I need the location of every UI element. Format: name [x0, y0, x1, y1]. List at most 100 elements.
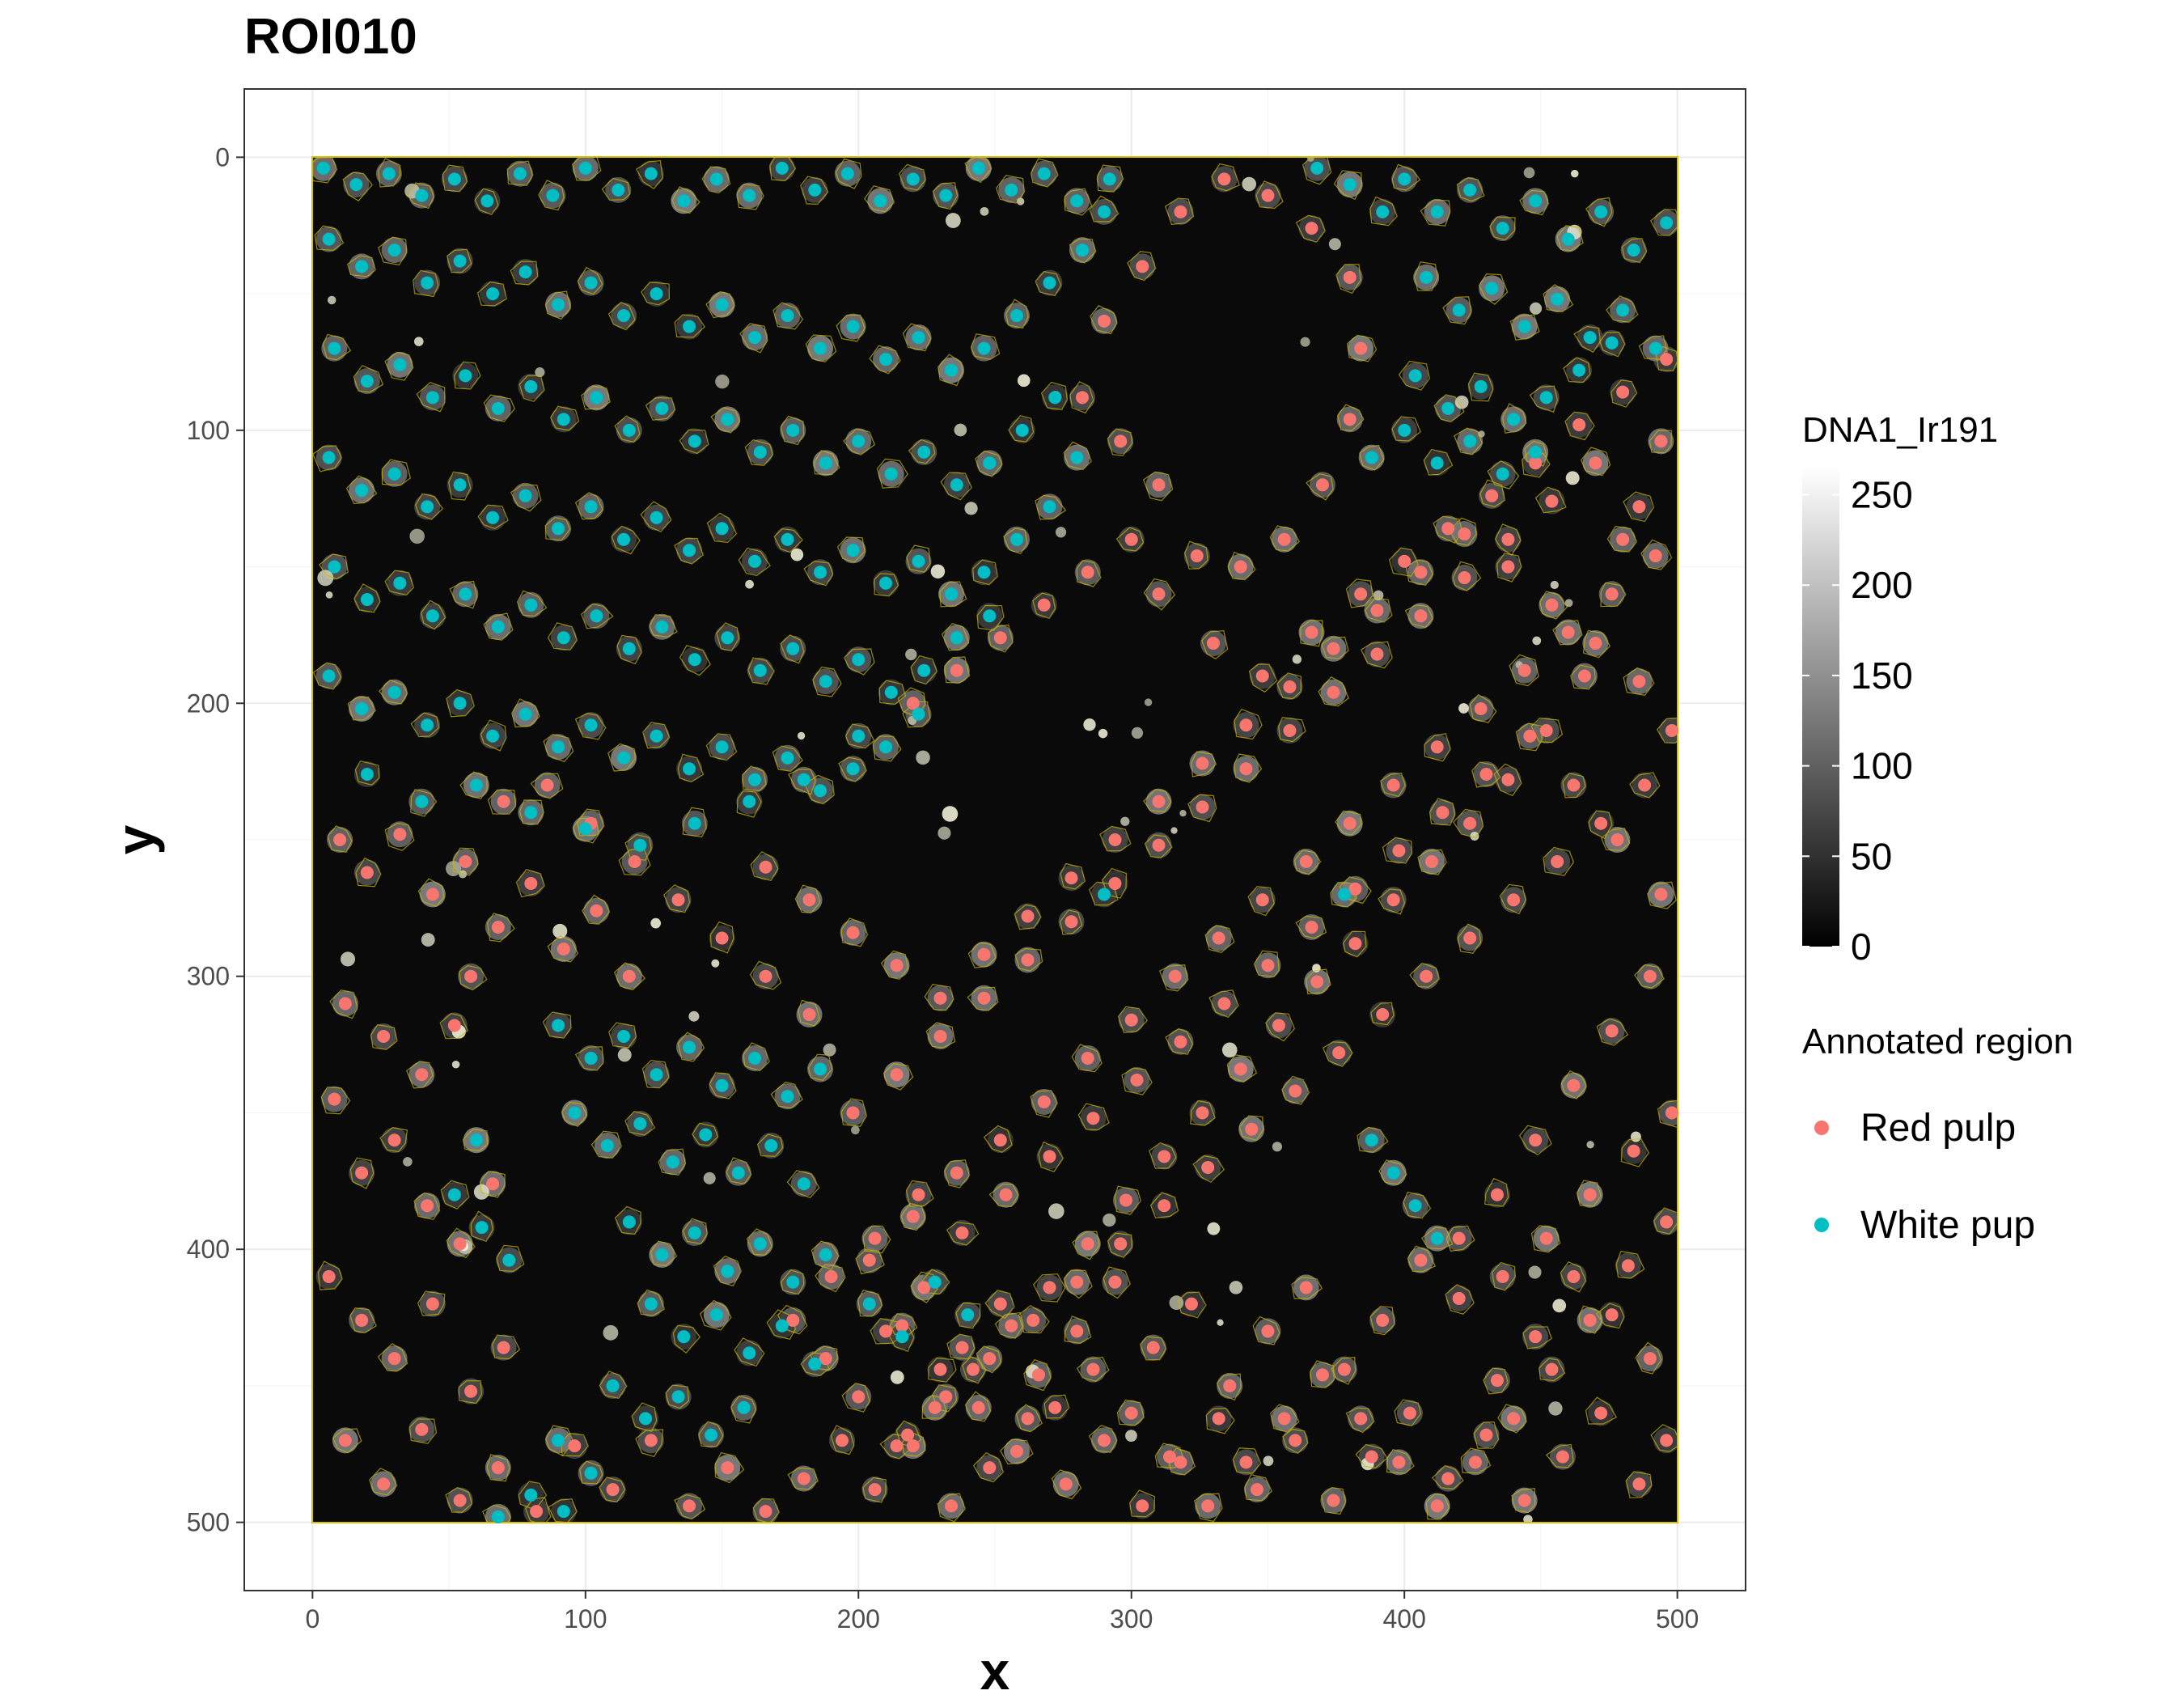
point-red-pulp	[1632, 675, 1646, 688]
point-white-pup	[852, 434, 866, 448]
point-white-pup	[977, 566, 991, 579]
point-white-pup	[1441, 401, 1455, 415]
point-white-pup	[748, 554, 762, 568]
point-red-pulp	[901, 1428, 915, 1442]
point-white-pup	[715, 1078, 729, 1092]
point-red-pulp	[868, 1483, 882, 1497]
point-white-pup	[808, 183, 822, 197]
point-red-pulp	[1517, 663, 1531, 677]
point-white-pup	[355, 260, 369, 273]
colorbar-tick-label: 150	[1851, 655, 1913, 697]
point-red-pulp	[1250, 1483, 1263, 1497]
point-red-pulp	[1545, 1362, 1559, 1376]
point-red-pulp	[497, 794, 510, 808]
point-red-pulp	[1370, 604, 1384, 617]
point-white-pup	[748, 773, 762, 786]
point-red-pulp	[1567, 1078, 1581, 1092]
point-red-pulp	[464, 1384, 478, 1398]
point-white-pup	[819, 456, 832, 470]
point-red-pulp	[1315, 1368, 1329, 1382]
point-white-pup	[1337, 888, 1351, 901]
point-red-pulp	[1529, 1330, 1543, 1344]
data-points	[316, 161, 1678, 1523]
point-red-pulp	[360, 866, 374, 879]
point-red-pulp	[1458, 527, 1471, 541]
point-white-pup	[721, 631, 734, 645]
point-red-pulp	[1654, 434, 1668, 448]
point-red-pulp	[999, 1188, 1013, 1201]
point-red-pulp	[568, 1439, 582, 1453]
point-red-pulp	[1605, 1024, 1619, 1038]
colorbar-tick-label: 50	[1851, 835, 1892, 877]
point-red-pulp	[1376, 1313, 1390, 1327]
point-red-pulp	[824, 1269, 838, 1283]
point-red-pulp	[393, 828, 407, 841]
x-tick-label: 300	[1110, 1604, 1153, 1633]
point-white-pup	[1474, 379, 1488, 393]
point-red-pulp	[1152, 587, 1166, 601]
point-white-pup	[453, 478, 467, 492]
point-red-pulp	[1021, 953, 1035, 967]
point-white-pup	[874, 194, 887, 208]
point-red-pulp	[1059, 1477, 1073, 1491]
point-red-pulp	[1097, 314, 1111, 328]
point-red-pulp	[1108, 876, 1122, 890]
point-red-pulp	[1654, 888, 1668, 901]
point-white-pup	[1408, 369, 1422, 383]
point-red-pulp	[945, 1499, 959, 1513]
point-white-pup	[518, 489, 532, 502]
point-white-pup	[469, 1133, 483, 1147]
point-red-pulp	[1430, 1499, 1444, 1513]
point-white-pup	[1485, 282, 1499, 295]
point-red-pulp	[1261, 189, 1275, 202]
point-white-pup	[1365, 451, 1378, 464]
point-red-pulp	[1665, 724, 1678, 738]
point-red-pulp	[1196, 800, 1209, 814]
point-red-pulp	[759, 1505, 772, 1519]
point-red-pulp	[1517, 1494, 1531, 1507]
point-red-pulp	[1414, 609, 1428, 623]
colorbar: DNA1_Ir191 0 50 100 150 200 250	[1802, 410, 1998, 968]
point-white-pup	[1496, 467, 1509, 481]
point-red-pulp	[590, 904, 603, 917]
chart-title: ROI010	[244, 9, 417, 65]
point-red-pulp	[955, 1226, 969, 1239]
point-white-pup	[764, 1138, 778, 1152]
point-red-pulp	[1174, 205, 1187, 218]
x-axis: 0 100 200 300 400 500	[305, 1591, 1699, 1633]
point-white-pup	[1463, 183, 1477, 197]
point-white-pup	[360, 375, 374, 388]
point-red-pulp	[1114, 1237, 1128, 1251]
point-white-pup	[1343, 178, 1357, 192]
point-white-pup	[524, 1488, 538, 1502]
point-red-pulp	[1441, 522, 1455, 536]
point-white-pup	[1529, 445, 1543, 459]
point-white-pup	[518, 707, 532, 721]
y-tick-label: 100	[187, 416, 230, 445]
point-white-pup	[425, 609, 439, 623]
point-white-pup	[513, 167, 527, 180]
point-white-pup	[1103, 172, 1116, 186]
point-red-pulp	[1272, 1019, 1285, 1032]
point-red-pulp	[1348, 882, 1362, 896]
point-red-pulp	[1452, 1291, 1466, 1305]
y-tick-label: 400	[187, 1235, 230, 1264]
point-red-pulp	[1376, 1007, 1390, 1021]
point-white-pup	[1009, 309, 1023, 323]
point-red-pulp	[1086, 1112, 1100, 1125]
point-red-pulp	[1610, 833, 1624, 846]
point-red-pulp	[1627, 1144, 1640, 1158]
point-red-pulp	[1386, 893, 1400, 907]
point-red-pulp	[1490, 1374, 1504, 1388]
point-red-pulp	[1206, 637, 1220, 650]
point-white-pup	[552, 298, 565, 311]
point-red-pulp	[606, 1483, 620, 1497]
point-white-pup	[650, 511, 663, 524]
y-tick-label: 200	[187, 688, 230, 718]
point-red-pulp	[1643, 969, 1657, 983]
point-red-pulp	[1081, 566, 1094, 579]
point-red-pulp	[491, 920, 505, 934]
point-red-pulp	[1277, 1412, 1291, 1426]
x-tick-label: 500	[1656, 1604, 1699, 1633]
point-white-pup	[743, 794, 756, 808]
